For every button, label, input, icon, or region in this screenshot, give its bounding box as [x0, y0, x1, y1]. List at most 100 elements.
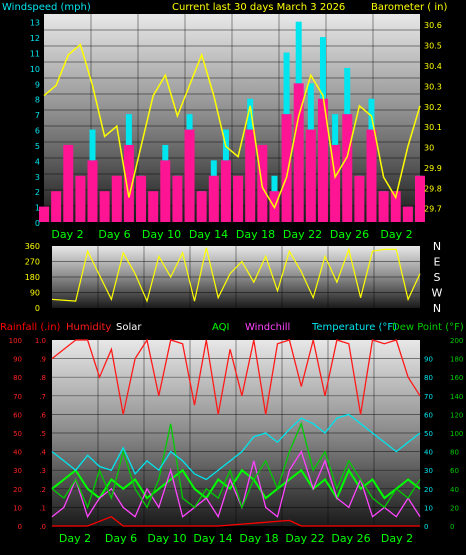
right-axis-label: Barometer ( in): [371, 2, 447, 13]
gust-bar: [354, 175, 365, 222]
solar-tick-label: 140: [450, 393, 463, 401]
temp-tick-label: 90: [424, 356, 433, 364]
legend-3: Rainfall (.in) Humidity Solar AQI Windchill T…: [0, 322, 464, 333]
humidity-tick-label: 80: [13, 374, 22, 382]
x-tick-label: Day 18: [236, 228, 275, 241]
temp-tick-label: 50: [424, 430, 433, 438]
left-tick-label: 5: [35, 142, 40, 151]
left-tick-label: 4: [35, 157, 40, 166]
right-tick-label: 30.1: [424, 123, 442, 132]
solar-tick-label: 200: [450, 337, 463, 345]
humidity-tick-label: 90: [13, 356, 22, 364]
gust-bar: [293, 83, 304, 222]
direction-tick-label: 360: [25, 242, 40, 251]
x-tick-label: Day 2: [380, 228, 412, 241]
left-tick-label: 11: [30, 50, 40, 59]
humidity-tick-label: 40: [13, 449, 22, 457]
series-group-3: [51, 338, 421, 527]
gust-bar: [51, 191, 62, 222]
solar-tick-label: 80: [450, 449, 459, 457]
temp-tick-label: 80: [424, 374, 433, 382]
compass-label: W: [432, 287, 443, 300]
left-tick-label: 8: [35, 96, 40, 105]
solar-tick-label: 100: [450, 430, 463, 438]
left-tick-label: 10: [30, 65, 40, 74]
solar-tick-label: 60: [450, 467, 459, 475]
temperature-line: [51, 413, 421, 481]
x-tick-label: Day 6: [105, 532, 137, 545]
legend-entry: Dew Point (°F): [392, 322, 464, 333]
x-tick-label: Day 22: [285, 532, 324, 545]
gust-bar: [87, 160, 98, 222]
solar-tick-label: 20: [450, 504, 459, 512]
humidity-tick-label: 70: [13, 393, 22, 401]
right-tick-label: 30.2: [424, 103, 442, 112]
wind-direction-line: [51, 247, 421, 303]
temp-tick-label: 60: [424, 411, 433, 419]
rain-tick-label: .0: [39, 523, 46, 531]
gust-bar: [63, 144, 74, 222]
gust-bar: [220, 160, 231, 222]
rain-tick-label: .9: [39, 356, 46, 364]
gust-bar: [184, 129, 195, 222]
legend-entry: Solar: [116, 322, 142, 333]
x-tick-label: Day 10: [147, 532, 186, 545]
rain-tick-label: .6: [39, 411, 46, 419]
gust-bar: [99, 191, 110, 222]
rain-tick-label: .4: [39, 449, 46, 457]
rain-tick-label: 1.0: [35, 337, 46, 345]
x-tick-label: Day 22: [283, 228, 322, 241]
left-tick-label: 6: [35, 127, 40, 136]
solar-tick-label: 40: [450, 486, 459, 494]
compass-label: N: [433, 240, 441, 253]
legend-entry: Temperature (°F): [311, 322, 397, 333]
right-tick-label: 29.8: [424, 184, 442, 193]
humidity-tick-label: 0: [18, 523, 22, 531]
gust-bar: [148, 191, 159, 222]
x-tick-label: Day 2: [381, 532, 413, 545]
humidity-tick-label: 50: [13, 430, 22, 438]
direction-tick-label: 0: [35, 304, 40, 313]
right-tick-label: 29.7: [424, 205, 442, 214]
barometer-line: [43, 43, 421, 210]
temperature-humidity-panel: Rainfall (.in) Humidity Solar AQI Windchill T…: [0, 322, 464, 545]
humidity-tick-label: 60: [13, 411, 22, 419]
legend-entry: AQI: [212, 322, 230, 333]
solar-tick-label: 0: [450, 523, 454, 531]
gust-bar: [136, 175, 147, 222]
x-tick-label: Day 10: [142, 228, 181, 241]
temp-tick-label: 30: [424, 467, 433, 475]
x-tick-label: Day 2: [51, 228, 83, 241]
left-tick-label: 9: [35, 80, 40, 89]
temp-tick-label: 70: [424, 393, 433, 401]
gust-bar: [196, 191, 207, 222]
gust-bar: [245, 129, 256, 222]
rain-tick-label: .8: [39, 374, 46, 382]
rain-line: [52, 515, 420, 527]
left-tick-label: 3: [35, 173, 40, 182]
legend-entry: Windchill: [245, 322, 290, 333]
humidity-tick-label: 20: [13, 486, 22, 494]
dewpoint-line: [51, 421, 421, 510]
x-tick-label: Day 14: [193, 532, 232, 545]
ticks-3: 0102030405060708090100.0.1.2.3.4.5.6.7.8…: [9, 337, 464, 545]
left-axis-label: Windspeed (mph): [2, 2, 91, 13]
right-tick-label: 30.4: [424, 62, 442, 71]
gust-bar: [172, 175, 183, 222]
temp-tick-label: 0: [424, 523, 428, 531]
right-tick-label: 30.5: [424, 42, 442, 51]
right-tick-label: 29.9: [424, 164, 442, 173]
series-group-2: [51, 247, 421, 303]
gust-bar: [75, 175, 86, 222]
compass-label: S: [434, 271, 441, 284]
x-tick-label: Day 18: [239, 532, 278, 545]
left-tick-label: 7: [35, 111, 40, 120]
gust-bar: [366, 129, 377, 222]
direction-tick-label: 90: [30, 289, 40, 298]
gust-bar: [378, 191, 389, 222]
gust-bar: [281, 114, 292, 222]
gust-bar: [123, 144, 134, 222]
